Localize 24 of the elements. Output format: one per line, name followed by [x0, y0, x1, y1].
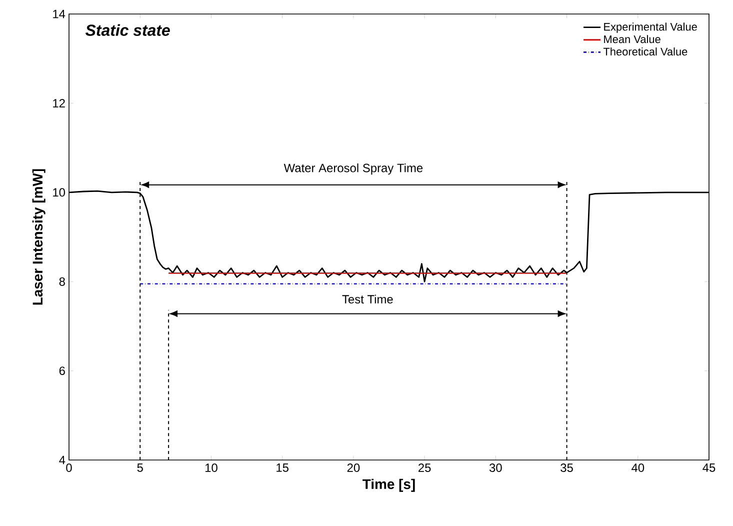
x-tick-label: 5	[137, 464, 143, 472]
legend-label: Experimental Value	[604, 22, 697, 33]
x-axis-title: Time [s]	[362, 478, 415, 492]
x-tick-label: 40	[632, 464, 644, 472]
annotation: Test Time	[342, 294, 393, 304]
y-tick-label: 4	[59, 456, 66, 464]
x-tick-label: 20	[347, 464, 360, 472]
y-tick-label: 14	[53, 10, 66, 18]
x-tick-label: 10	[205, 464, 218, 472]
y-axis-title: Laser Intensity [mW]	[32, 169, 46, 305]
annotation: Water Aerosol Spray Time	[284, 163, 423, 175]
y-tick-label: 6	[59, 366, 65, 376]
x-tick-label: 0	[66, 464, 72, 472]
x-tick-label: 30	[489, 464, 502, 472]
legend-label: Theoretical Value	[603, 47, 688, 56]
x-tick-label: 15	[276, 464, 288, 472]
text: Static state	[86, 24, 170, 36]
y-tick-label: 10	[53, 188, 66, 197]
x-tick-label: 35	[560, 464, 573, 472]
x-tick-label: 45	[702, 464, 716, 472]
y-tick-label: 8	[59, 277, 65, 286]
x-tick-label: 25	[418, 464, 431, 472]
y-tick-label: 12	[53, 99, 65, 108]
legend-label: Mean Value	[604, 35, 660, 44]
